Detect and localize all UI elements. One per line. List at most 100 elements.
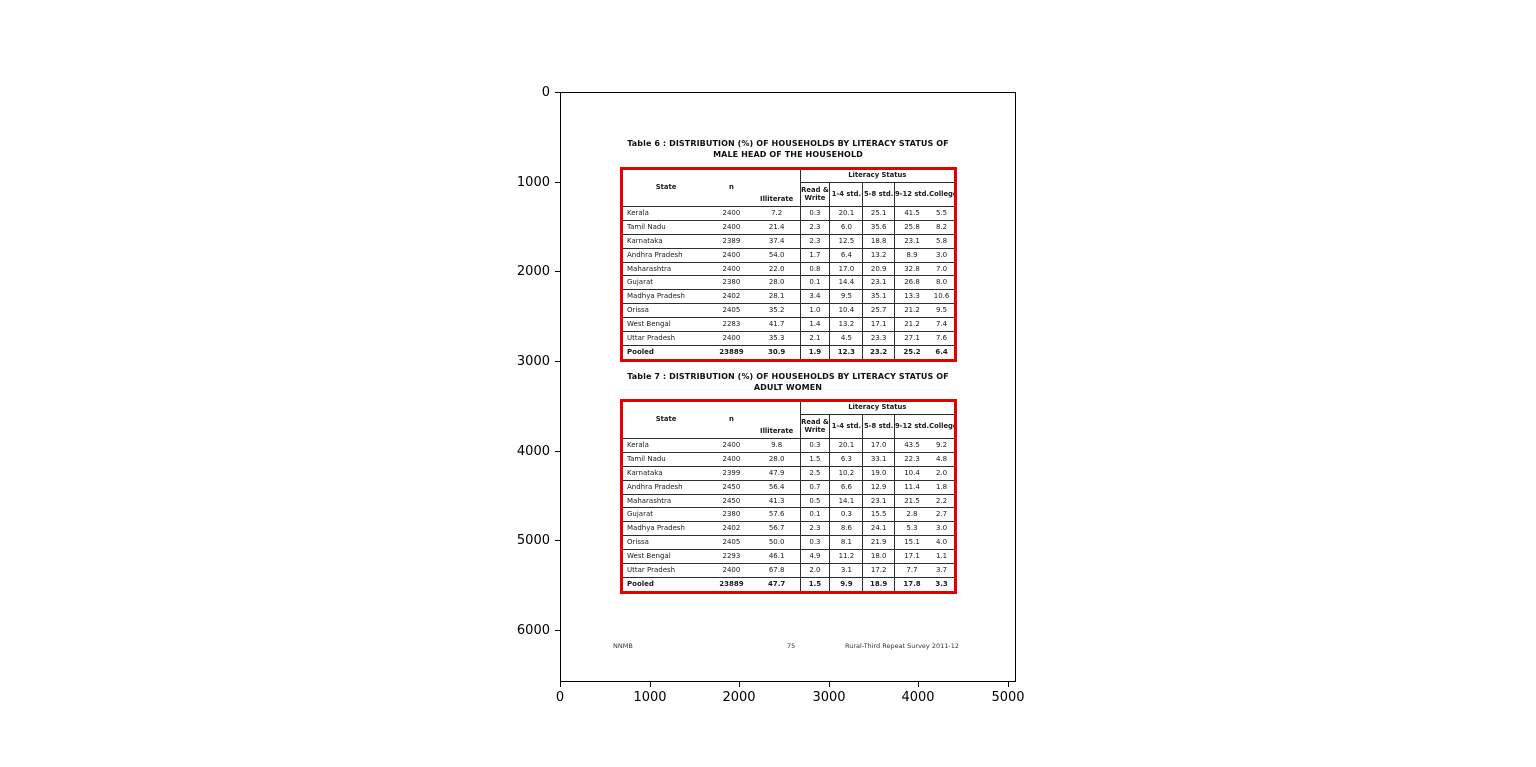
value-cell: 17.8 bbox=[893, 577, 930, 591]
value-cell: 47.7 bbox=[768, 579, 786, 588]
value-cell: 1.0 bbox=[799, 303, 830, 318]
table-row: Karnataka 2389 37.4 2.3 12.5 18.8 23.1 5.8 bbox=[623, 234, 954, 249]
value-cell: 4.8 bbox=[935, 454, 948, 463]
table-row: Orissa 2405 50.0 0.3 8.1 21.9 15.1 4.0 bbox=[623, 535, 954, 550]
pooled-row: Pooled 23889 30.9 1.9 12.3 23.2 25.2 6.4 bbox=[623, 345, 954, 359]
x-tick-mark bbox=[1008, 682, 1009, 687]
value-cell: 20.9 bbox=[862, 262, 895, 276]
state-cell: Tamil Nadu bbox=[627, 454, 666, 463]
x-tick-label: 0 bbox=[555, 690, 565, 705]
value-cell: 1.5 bbox=[799, 452, 830, 467]
page-footer: NNMB 75 Rural-Third Repeat Survey 2011-1… bbox=[561, 642, 1015, 654]
value-cell: 2.0 bbox=[799, 563, 830, 578]
value-cell: 1.1 bbox=[935, 552, 948, 561]
value-cell: 2283 bbox=[722, 320, 741, 329]
value-cell: 20.1 bbox=[829, 438, 863, 453]
state-cell: Maharashtra bbox=[627, 496, 672, 505]
column-header-state: State bbox=[655, 415, 677, 424]
table6-container: State n Illiterate Literacy Status Read & Wr… bbox=[620, 167, 957, 362]
column-header-1-4-std: 1-4 std. bbox=[829, 182, 863, 207]
column-header-n: n bbox=[728, 183, 734, 192]
value-cell: 2380 bbox=[722, 510, 741, 519]
value-cell: 35.1 bbox=[862, 289, 895, 304]
value-cell: 4.9 bbox=[799, 549, 830, 564]
value-cell: 37.4 bbox=[768, 236, 785, 245]
value-cell: 2400 bbox=[722, 454, 741, 463]
value-cell: 6.4 bbox=[935, 347, 948, 356]
footer-page-number: 75 bbox=[787, 642, 796, 650]
column-header-9-12-std: 9-12 std. bbox=[893, 414, 930, 439]
table6-title: Table 6 : DISTRIBUTION (%) OF HOUSEHOLDS… bbox=[561, 138, 1015, 160]
value-cell: 2.5 bbox=[799, 466, 830, 481]
column-header-read-write: Read & Write bbox=[799, 182, 830, 207]
value-cell: 2400 bbox=[722, 565, 741, 574]
value-cell: 2405 bbox=[722, 538, 741, 547]
x-tick-mark bbox=[650, 682, 651, 687]
table-row: Maharashtra 2400 22.0 0.8 17.0 20.9 32.8 7.0 bbox=[623, 262, 954, 276]
value-cell: 1.8 bbox=[935, 482, 948, 491]
state-cell: Karnataka bbox=[627, 236, 663, 245]
value-cell: 17.0 bbox=[829, 262, 863, 276]
value-cell: 7.0 bbox=[935, 264, 948, 273]
value-cell: 25.8 bbox=[893, 220, 930, 235]
state-cell: Gujarat bbox=[627, 510, 654, 519]
value-cell: 18.8 bbox=[862, 234, 895, 249]
value-cell: 13.2 bbox=[862, 248, 895, 263]
value-cell: 3.4 bbox=[799, 289, 830, 304]
value-cell: 10.2 bbox=[829, 466, 863, 481]
value-cell: 12.3 bbox=[829, 345, 863, 359]
value-cell: 14.1 bbox=[829, 494, 863, 508]
value-cell: 13.2 bbox=[829, 317, 863, 332]
value-cell: 20.1 bbox=[829, 206, 863, 221]
value-cell: 2400 bbox=[722, 222, 741, 231]
column-header-5-8-std: 5-8 std. bbox=[862, 182, 895, 207]
value-cell: 14.4 bbox=[829, 275, 863, 290]
value-cell: 2.1 bbox=[799, 331, 830, 346]
value-cell: 0.3 bbox=[799, 206, 830, 221]
y-tick-label: 3000 bbox=[516, 354, 550, 369]
literacy-table-6: State n Illiterate Literacy Status Read & Wr… bbox=[623, 170, 954, 359]
value-cell: 56.7 bbox=[768, 524, 785, 533]
value-cell: 28.0 bbox=[768, 278, 785, 287]
value-cell: 32.8 bbox=[893, 262, 930, 276]
value-cell: 41.3 bbox=[768, 496, 785, 505]
value-cell: 2399 bbox=[722, 468, 741, 477]
value-cell: 2400 bbox=[722, 250, 741, 259]
value-cell: 17.2 bbox=[862, 563, 895, 578]
y-tick-mark bbox=[555, 540, 560, 541]
value-cell: 23.1 bbox=[893, 234, 930, 249]
y-tick-label: 0 bbox=[541, 85, 550, 100]
value-cell: 2389 bbox=[722, 236, 741, 245]
state-cell: Madhya Pradesh bbox=[627, 524, 685, 533]
value-cell: 21.4 bbox=[768, 222, 785, 231]
value-cell: 5.8 bbox=[935, 236, 948, 245]
value-cell: 27.1 bbox=[893, 331, 930, 346]
value-cell: 23889 bbox=[719, 579, 744, 588]
column-header-illiterate: Illiterate bbox=[760, 427, 794, 436]
x-tick-label: 4000 bbox=[901, 690, 935, 705]
table-row: Karnataka 2399 47.9 2.5 10.2 19.0 10.4 2.0 bbox=[623, 466, 954, 481]
value-cell: 2.3 bbox=[799, 521, 830, 536]
value-cell: 8.2 bbox=[935, 222, 948, 231]
table-row: Tamil Nadu 2400 21.4 2.3 6.0 35.6 25.8 8.2 bbox=[623, 220, 954, 235]
value-cell: 30.9 bbox=[768, 347, 786, 356]
x-tick-mark bbox=[560, 682, 561, 687]
state-cell: Kerala bbox=[627, 440, 649, 449]
value-cell: 35.2 bbox=[768, 306, 785, 315]
value-cell: 0.5 bbox=[799, 494, 830, 508]
value-cell: 9.2 bbox=[935, 440, 948, 449]
table-row: Maharashtra 2450 41.3 0.5 14.1 23.1 21.5 2.2 bbox=[623, 494, 954, 508]
value-cell: 9.8 bbox=[771, 440, 783, 449]
state-cell: Tamil Nadu bbox=[627, 222, 666, 231]
state-cell: West Bengal bbox=[627, 552, 671, 561]
value-cell: 6.6 bbox=[829, 480, 863, 495]
value-cell: 57.6 bbox=[768, 510, 785, 519]
x-tick-label: 2000 bbox=[722, 690, 756, 705]
state-cell: Pooled bbox=[627, 579, 654, 588]
x-tick-mark bbox=[918, 682, 919, 687]
value-cell: 25.2 bbox=[893, 345, 930, 359]
value-cell: 2.7 bbox=[935, 510, 948, 519]
table-row: Gujarat 2380 57.6 0.1 0.3 15.5 2.8 2.7 bbox=[623, 507, 954, 522]
table-row: Uttar Pradesh 2400 35.3 2.1 4.5 23.3 27.1 7.6 bbox=[623, 331, 954, 346]
